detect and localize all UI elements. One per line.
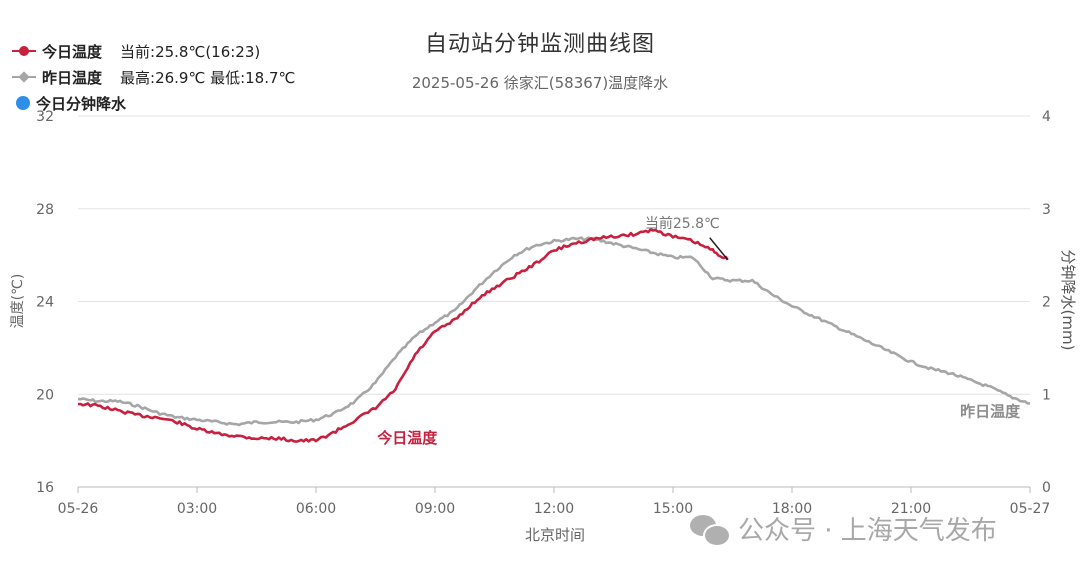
x-tick-label: 05-27	[1010, 501, 1051, 517]
x-tick-label: 18:00	[772, 501, 812, 517]
legend-yesterday-label: 昨日温度	[42, 68, 103, 87]
series-label-yesterday: 昨日温度	[960, 402, 1021, 420]
y-axis-right: 0 1 2 3 4	[1042, 109, 1051, 496]
watermark-text: 公众号 · 上海天气发布	[738, 516, 997, 546]
series-line-today	[77, 228, 729, 443]
legend: 今日温度 当前:25.8℃(16:23) 昨日温度 最高:26.9℃ 最低:18…	[12, 38, 295, 116]
y-axis-left: 16 20 24 28 32	[36, 109, 54, 496]
y-tick-label-right: 4	[1042, 109, 1051, 125]
x-tick-label: 05-26	[58, 501, 99, 517]
legend-yesterday-marker	[12, 70, 36, 84]
chart-title: 自动站分钟监测曲线图	[424, 32, 655, 57]
legend-today-label: 今日温度	[42, 42, 103, 61]
y-tick-label-left: 32	[36, 109, 54, 125]
legend-rain-label: 今日分钟降水	[36, 94, 127, 113]
x-tick-label: 12:00	[534, 501, 574, 517]
series-label-today: 今日温度	[376, 429, 438, 447]
x-tick-label: 03:00	[177, 501, 217, 517]
legend-today-info: 当前:25.8℃(16:23)	[120, 42, 261, 61]
legend-rain-marker	[16, 96, 30, 110]
x-tick-label: 21:00	[891, 501, 931, 517]
y-tick-label-right: 2	[1042, 295, 1051, 311]
x-tick-label: 06:00	[296, 501, 336, 517]
wechat-icon	[690, 513, 731, 547]
x-tick-label: 15:00	[653, 501, 693, 517]
legend-item-rain[interactable]: 今日分钟降水	[12, 90, 295, 116]
y-tick-label-left: 16	[36, 480, 54, 496]
chart-subtitle: 2025-05-26 徐家汇(58367)温度降水	[411, 74, 669, 92]
y-axis-title-left: 温度(℃)	[10, 274, 26, 329]
legend-today-marker	[12, 44, 36, 58]
current-annotation-leader	[709, 237, 729, 261]
legend-item-yesterday[interactable]: 昨日温度 最高:26.9℃ 最低:18.7℃	[12, 64, 295, 90]
y-tick-label-left: 28	[36, 202, 54, 218]
y-tick-label-right: 3	[1042, 202, 1051, 218]
current-annotation-label: 当前25.8℃	[645, 215, 720, 232]
x-axis-title: 北京时间	[525, 526, 585, 544]
y-tick-label-right: 1	[1042, 387, 1051, 403]
x-axis: 05-26 03:00 06:00 09:00 12:00 15:00 18:00 21:00…	[58, 487, 1051, 517]
y-tick-label-left: 24	[36, 295, 54, 311]
series-line-yesterday	[77, 236, 1031, 427]
y-axis-title-right: 分钟降水(mm)	[1059, 250, 1077, 351]
series-layer: 今日温度 昨日温度 当前25.8℃	[77, 215, 1031, 447]
legend-item-today[interactable]: 今日温度 当前:25.8℃(16:23)	[12, 38, 295, 64]
y-tick-label-left: 20	[36, 387, 54, 403]
x-tick-label: 09:00	[415, 501, 455, 517]
y-tick-label-right: 0	[1042, 480, 1051, 496]
legend-yesterday-info: 最高:26.9℃ 最低:18.7℃	[120, 68, 296, 87]
watermark: 公众号 · 上海天气发布	[690, 510, 997, 547]
grid-lines	[78, 115, 1030, 395]
